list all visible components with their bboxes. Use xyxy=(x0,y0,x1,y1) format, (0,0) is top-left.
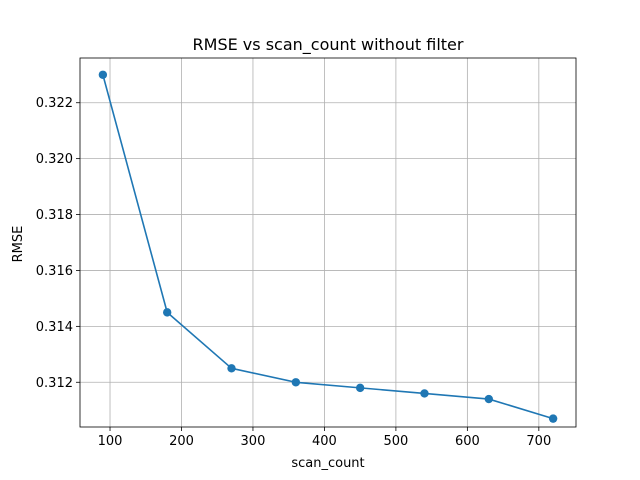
series-line xyxy=(102,74,554,420)
x-tick-label: 400 xyxy=(312,434,337,449)
y-tick-label: 0.318 xyxy=(36,208,73,223)
data-point xyxy=(98,70,108,79)
tick-marks xyxy=(76,102,540,431)
x-tick-label: 700 xyxy=(526,434,551,449)
chart-title: RMSE vs scan_count without filter xyxy=(193,35,464,55)
data-point xyxy=(548,414,558,423)
data-point xyxy=(484,394,494,404)
grid-lines xyxy=(80,58,576,427)
axes-frame xyxy=(79,57,577,428)
x-tick-label: 300 xyxy=(241,434,266,449)
x-tick-label: 200 xyxy=(169,434,194,449)
y-tick-label: 0.322 xyxy=(36,96,73,111)
y-tick-label: 0.320 xyxy=(36,152,73,167)
x-axis-label: scan_count xyxy=(291,456,364,471)
data-point xyxy=(291,378,301,387)
data-point xyxy=(420,389,429,398)
y-axis-label: RMSE xyxy=(11,226,26,263)
plot-area-frame xyxy=(79,57,577,428)
x-tick-label: 600 xyxy=(455,434,480,449)
x-tick-label: 500 xyxy=(383,434,408,449)
series-layer xyxy=(98,70,558,423)
y-tick-label: 0.314 xyxy=(36,320,73,335)
x-tick-label: 100 xyxy=(98,434,123,449)
data-point xyxy=(162,308,172,317)
data-point xyxy=(227,364,236,373)
data-point xyxy=(355,383,365,393)
y-tick-label: 0.316 xyxy=(36,264,73,279)
y-tick-label: 0.312 xyxy=(36,376,73,391)
